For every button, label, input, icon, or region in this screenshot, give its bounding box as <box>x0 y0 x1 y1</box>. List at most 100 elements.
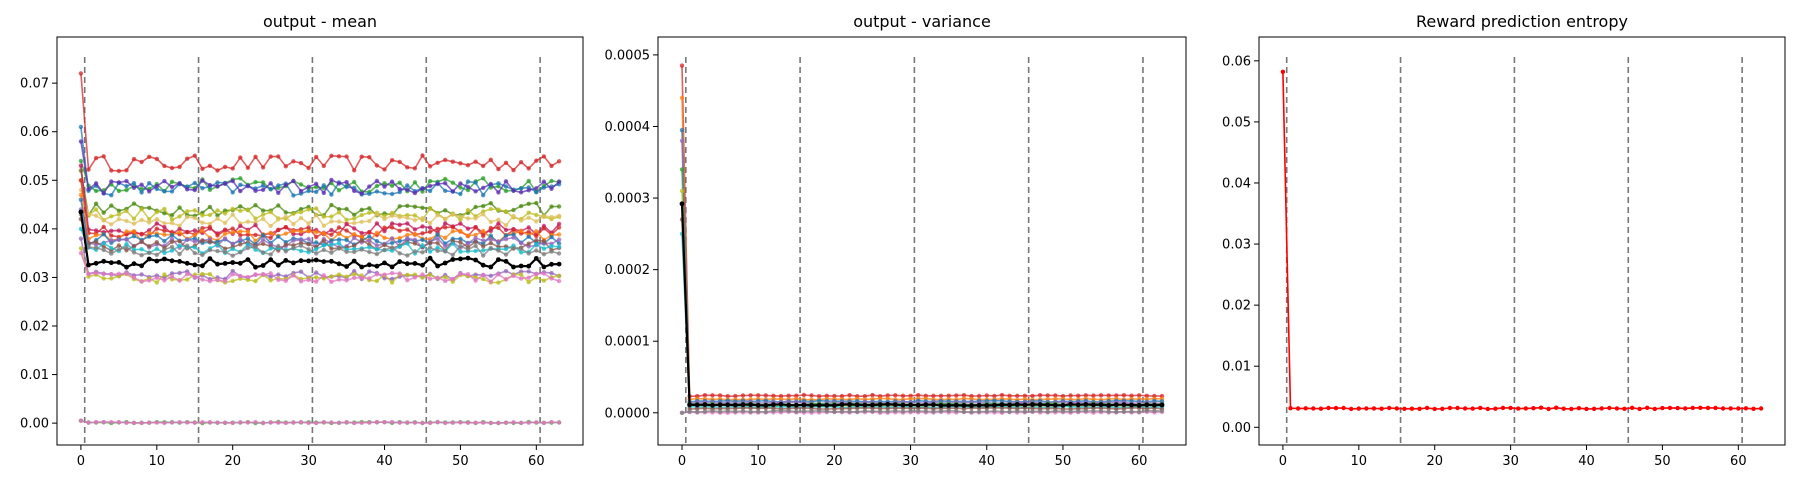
series-point <box>298 229 304 234</box>
series-point <box>458 214 463 219</box>
series-point <box>427 220 433 226</box>
series-point <box>298 419 304 425</box>
series-point <box>162 247 167 252</box>
series-point <box>1030 406 1035 411</box>
series-point <box>124 208 129 214</box>
series-point <box>1379 406 1384 411</box>
series-point <box>809 403 814 408</box>
series-point <box>435 212 440 218</box>
series-point <box>101 218 106 223</box>
series-point <box>534 271 539 277</box>
series-point <box>1629 405 1635 410</box>
series-point <box>344 274 349 279</box>
series-point <box>268 252 273 257</box>
series-point <box>801 392 807 398</box>
series-point <box>253 222 258 228</box>
series-point <box>185 243 190 248</box>
series-point <box>215 261 220 267</box>
series-point <box>435 248 440 253</box>
series-point <box>177 238 182 244</box>
series-point <box>885 393 890 398</box>
series-point <box>230 206 235 211</box>
series-point <box>1295 406 1301 411</box>
series-point <box>283 210 288 215</box>
series-point <box>222 231 228 236</box>
series-point <box>116 188 122 194</box>
series-point <box>427 183 433 189</box>
series-point <box>124 241 129 247</box>
series-point <box>207 212 213 218</box>
series-point <box>435 245 440 250</box>
series-point <box>533 256 539 261</box>
series-point <box>139 279 144 284</box>
series-point <box>116 208 122 213</box>
y-tick-label: 0.0001 <box>605 335 651 350</box>
series-point <box>352 226 357 231</box>
series-point <box>1387 405 1392 411</box>
series-point <box>374 419 380 425</box>
series-point <box>291 273 296 278</box>
series-point <box>101 154 106 159</box>
series-point <box>893 393 898 398</box>
series-point <box>442 260 448 266</box>
series-point <box>710 402 715 408</box>
series-point <box>412 180 418 185</box>
series-point <box>78 226 84 232</box>
series-point <box>329 279 334 284</box>
series-point <box>526 234 531 239</box>
series-point <box>1030 409 1035 414</box>
series-point <box>397 251 402 256</box>
series-point <box>268 278 273 283</box>
series-point <box>1106 409 1111 414</box>
series-point <box>389 221 395 226</box>
series-point <box>1584 406 1589 412</box>
series-point <box>268 186 273 192</box>
series-point <box>801 409 807 414</box>
series-point <box>314 270 319 275</box>
series-point <box>109 203 114 208</box>
series-point <box>306 225 311 230</box>
series-point <box>169 274 175 279</box>
series-point <box>733 393 738 399</box>
series-line-20 <box>80 419 560 424</box>
series-point <box>382 225 387 230</box>
series-point <box>503 209 509 214</box>
series-point <box>1591 406 1597 411</box>
series-point <box>154 280 159 285</box>
series-point <box>1698 405 1703 410</box>
series-point <box>679 95 685 101</box>
series-point <box>374 278 380 284</box>
series-point <box>291 211 296 216</box>
series-point <box>541 179 547 184</box>
series-point <box>465 247 471 252</box>
series-point <box>109 214 114 219</box>
series-point <box>169 239 175 244</box>
series-point <box>1341 405 1346 411</box>
series-point <box>276 420 281 425</box>
series-point <box>443 157 448 163</box>
series-point <box>185 271 190 277</box>
series-point <box>162 238 167 244</box>
series-point <box>412 241 418 246</box>
series-point <box>215 420 220 425</box>
series-point <box>946 408 951 413</box>
series-point <box>465 420 471 425</box>
series-point <box>427 164 433 169</box>
x-tick-label: 60 <box>528 454 545 469</box>
series-point <box>382 247 387 253</box>
series-point <box>877 402 883 407</box>
series-point <box>1159 408 1165 414</box>
series-point <box>222 211 228 216</box>
series-point <box>131 229 137 234</box>
series-point <box>367 245 372 250</box>
series-point <box>367 269 372 274</box>
series-point <box>473 257 478 263</box>
series-point <box>443 249 448 254</box>
series-line-10 <box>80 194 560 243</box>
series-point <box>321 420 326 425</box>
series-point <box>238 182 243 187</box>
series-point <box>162 221 167 226</box>
series-point <box>230 268 235 274</box>
series-point <box>367 276 372 281</box>
series-point <box>473 225 478 230</box>
